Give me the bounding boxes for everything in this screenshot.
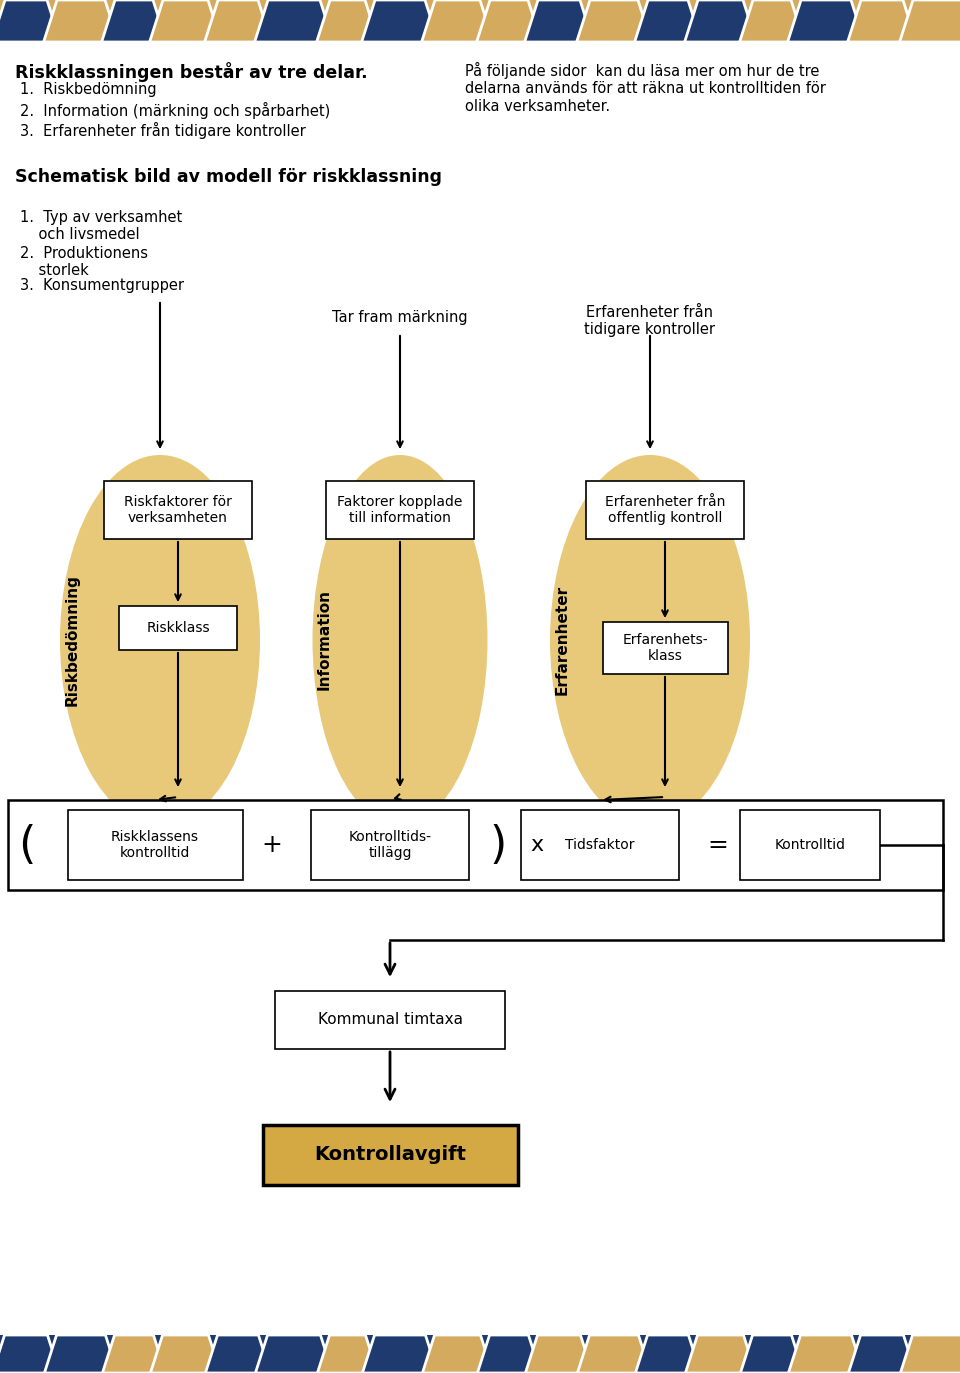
Polygon shape bbox=[788, 1335, 864, 1373]
Text: x: x bbox=[531, 835, 543, 855]
Bar bbox=[275, 991, 505, 1049]
Polygon shape bbox=[787, 0, 864, 43]
Bar bbox=[67, 810, 243, 880]
Bar bbox=[326, 481, 474, 540]
Text: Riskklassningen består av tre delar.: Riskklassningen består av tre delar. bbox=[15, 62, 368, 82]
Text: (: ( bbox=[18, 824, 36, 866]
Text: Tar fram märkning: Tar fram märkning bbox=[332, 310, 468, 325]
Polygon shape bbox=[849, 1335, 916, 1373]
Polygon shape bbox=[317, 0, 378, 43]
Text: Erfarenheter från
offentlig kontroll: Erfarenheter från offentlig kontroll bbox=[605, 494, 725, 524]
Polygon shape bbox=[318, 1335, 377, 1373]
Text: Faktorer kopplade
till information: Faktorer kopplade till information bbox=[337, 494, 463, 524]
Polygon shape bbox=[205, 1335, 271, 1373]
Text: 3.  Konsumentgrupper: 3. Konsumentgrupper bbox=[20, 277, 184, 292]
Text: Kontrolltid: Kontrolltid bbox=[775, 838, 846, 853]
Text: Riskfaktorer för
verksamheten: Riskfaktorer för verksamheten bbox=[124, 494, 232, 524]
Polygon shape bbox=[44, 1335, 117, 1373]
Polygon shape bbox=[900, 0, 960, 43]
Text: Schematisk bild av modell för riskklassning: Schematisk bild av modell för riskklassn… bbox=[15, 168, 442, 185]
Polygon shape bbox=[422, 1335, 492, 1373]
Text: +: + bbox=[261, 833, 282, 857]
Polygon shape bbox=[476, 0, 541, 43]
Polygon shape bbox=[740, 1335, 804, 1373]
Polygon shape bbox=[0, 0, 60, 43]
Ellipse shape bbox=[60, 454, 260, 825]
Polygon shape bbox=[43, 0, 118, 43]
Ellipse shape bbox=[313, 454, 488, 825]
Text: Kontrollavgift: Kontrollavgift bbox=[314, 1145, 466, 1164]
Polygon shape bbox=[362, 0, 439, 43]
Polygon shape bbox=[577, 1335, 651, 1373]
Polygon shape bbox=[685, 1335, 756, 1373]
Bar bbox=[521, 810, 679, 880]
Bar bbox=[119, 605, 237, 649]
Text: Tidsfaktor: Tidsfaktor bbox=[565, 838, 635, 853]
Polygon shape bbox=[636, 1335, 701, 1373]
Ellipse shape bbox=[550, 454, 750, 825]
Polygon shape bbox=[684, 0, 756, 43]
Polygon shape bbox=[151, 1335, 221, 1373]
Bar bbox=[603, 622, 728, 674]
Polygon shape bbox=[635, 0, 702, 43]
Text: 2.  Produktionens
    storlek: 2. Produktionens storlek bbox=[20, 246, 148, 279]
Bar bbox=[740, 810, 880, 880]
Polygon shape bbox=[577, 0, 652, 43]
Polygon shape bbox=[477, 1335, 540, 1373]
Polygon shape bbox=[524, 0, 593, 43]
Polygon shape bbox=[254, 0, 333, 43]
Text: Kommunal timtaxa: Kommunal timtaxa bbox=[318, 1012, 463, 1027]
Bar bbox=[8, 800, 943, 890]
Polygon shape bbox=[525, 1335, 592, 1373]
Text: =: = bbox=[708, 833, 729, 857]
Text: Erfarenheter från
tidigare kontroller: Erfarenheter från tidigare kontroller bbox=[585, 305, 715, 338]
Text: Erfarenheter: Erfarenheter bbox=[555, 585, 569, 695]
Text: 1.  Typ av verksamhet
    och livsmedel: 1. Typ av verksamhet och livsmedel bbox=[20, 210, 182, 243]
Polygon shape bbox=[421, 0, 493, 43]
Text: Erfarenhets-
klass: Erfarenhets- klass bbox=[622, 633, 708, 663]
Polygon shape bbox=[900, 1335, 960, 1373]
Polygon shape bbox=[150, 0, 222, 43]
Bar bbox=[0, 0, 960, 43]
Bar bbox=[262, 1124, 517, 1185]
Polygon shape bbox=[204, 0, 272, 43]
Text: Information: Information bbox=[317, 589, 332, 691]
Polygon shape bbox=[0, 1335, 60, 1373]
Text: 1.  Riskbedömning: 1. Riskbedömning bbox=[20, 82, 156, 97]
Text: Kontrolltids-
tillägg: Kontrolltids- tillägg bbox=[348, 829, 431, 859]
Bar bbox=[104, 481, 252, 540]
Polygon shape bbox=[848, 0, 917, 43]
Bar bbox=[586, 481, 744, 540]
Polygon shape bbox=[362, 1335, 438, 1373]
Polygon shape bbox=[102, 0, 166, 43]
Text: Riskklass: Riskklass bbox=[146, 621, 210, 634]
Text: 3.  Erfarenheter från tidigare kontroller: 3. Erfarenheter från tidigare kontroller bbox=[20, 122, 305, 139]
Polygon shape bbox=[255, 1335, 332, 1373]
Text: Riskbedömning: Riskbedömning bbox=[64, 574, 80, 706]
Bar bbox=[311, 810, 469, 880]
Text: På följande sidor  kan du läsa mer om hur de tre
delarna används för att räkna u: På följande sidor kan du läsa mer om hur… bbox=[465, 62, 826, 114]
Text: Riskklassens
kontrolltid: Riskklassens kontrolltid bbox=[111, 829, 199, 859]
Bar bbox=[0, 1335, 960, 1373]
Text: ): ) bbox=[490, 824, 507, 866]
Polygon shape bbox=[739, 0, 804, 43]
Polygon shape bbox=[103, 1335, 165, 1373]
Text: 2.  Information (märkning och spårbarhet): 2. Information (märkning och spårbarhet) bbox=[20, 102, 330, 119]
